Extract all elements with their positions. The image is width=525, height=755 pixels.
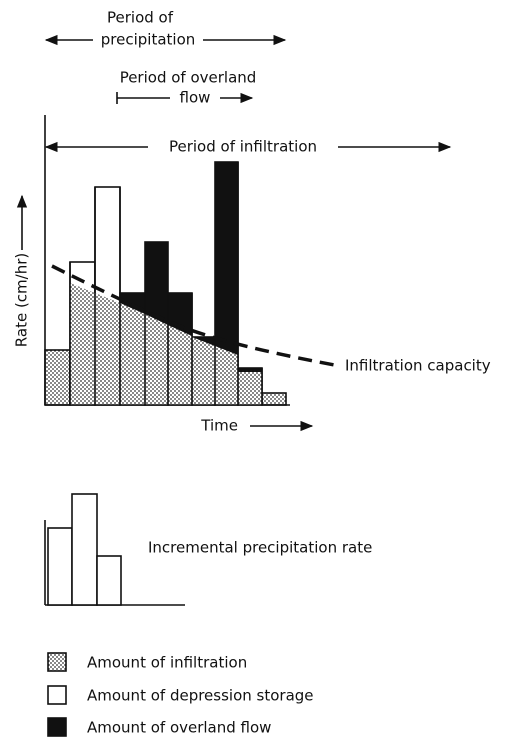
curve-label: Infiltration capacity xyxy=(345,357,491,375)
overland-label: flow xyxy=(180,89,211,107)
infiltration-fill xyxy=(215,346,238,405)
overland-label: Period of overland xyxy=(120,69,257,87)
y-axis-label: Rate (cm/hr) xyxy=(13,253,31,347)
infiltration-fill xyxy=(192,337,215,405)
small-bar xyxy=(71,493,98,606)
small-bar xyxy=(96,555,122,606)
legend-label: Amount of depression storage xyxy=(87,687,314,705)
infiltration-fill xyxy=(238,372,262,405)
precip-label: precipitation xyxy=(101,31,196,49)
bar xyxy=(261,392,287,406)
infiltration-label: Period of infiltration xyxy=(169,138,317,156)
legend-swatch xyxy=(47,685,67,705)
infiltration-fill xyxy=(120,303,145,405)
bar xyxy=(44,349,71,406)
bars xyxy=(44,161,287,406)
legend-swatch xyxy=(47,717,67,737)
infiltration-curve xyxy=(51,264,341,368)
small-bar xyxy=(47,527,73,606)
infiltration-fill xyxy=(70,283,95,405)
legend-swatch xyxy=(47,652,67,672)
legend-label: Amount of infiltration xyxy=(87,654,247,672)
small-chart-label: Incremental precipitation rate xyxy=(148,539,372,557)
infiltration-fill xyxy=(95,293,120,405)
x-axis-label: Time xyxy=(200,417,238,435)
infiltration-fill xyxy=(168,325,192,405)
precip-label: Period of xyxy=(107,9,174,27)
legend-label: Amount of overland flow xyxy=(87,719,271,737)
infiltration-fill xyxy=(145,314,168,405)
